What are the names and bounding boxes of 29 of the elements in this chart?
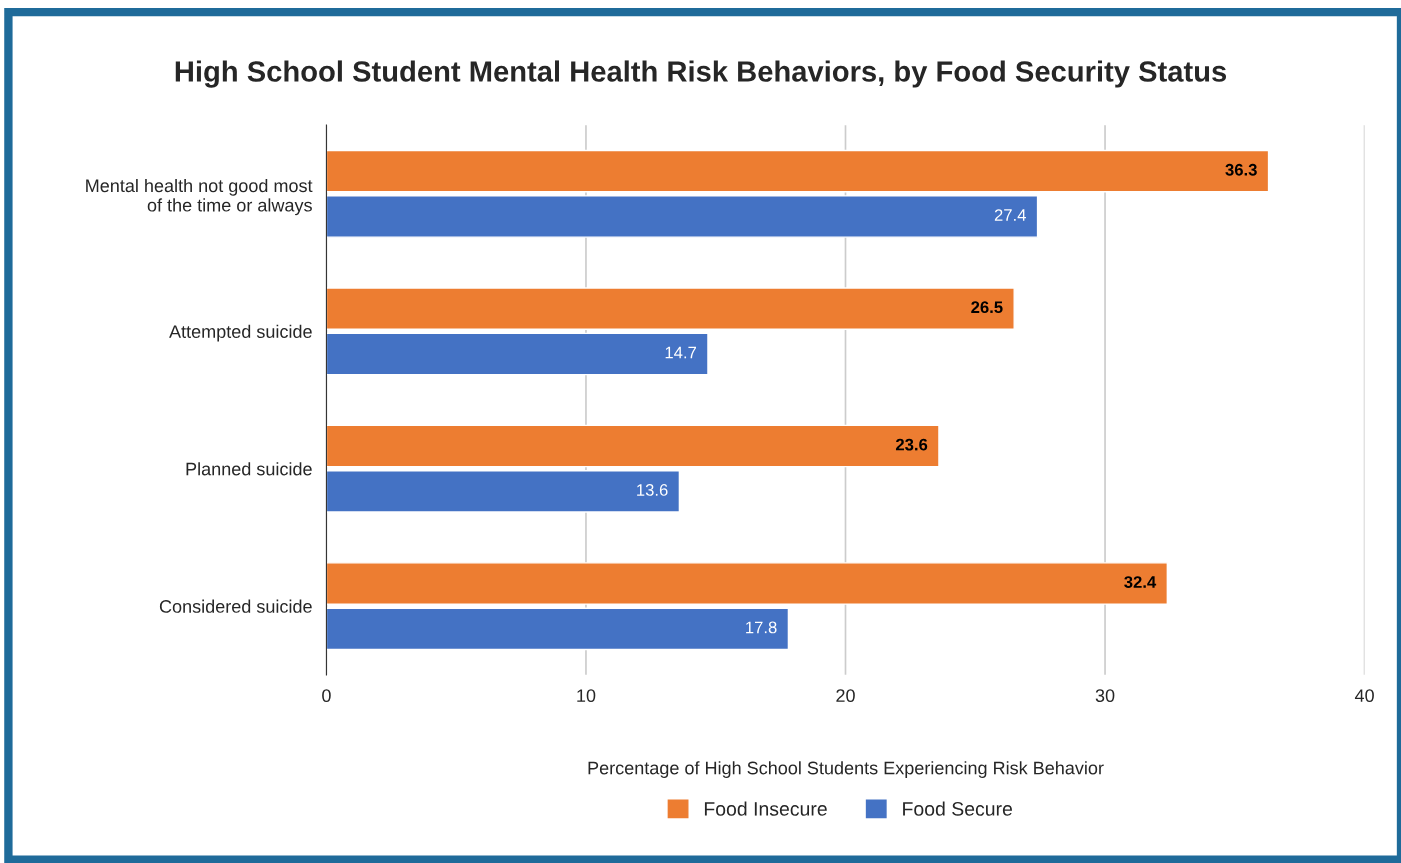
chart-title: High School Student Mental Health Risk Behaviors, by Food Security Status bbox=[175, 60, 1227, 88]
data-label: 14.7 bbox=[665, 346, 697, 359]
bar bbox=[326, 287, 1015, 330]
y-tick-label: Considered suicide bbox=[159, 599, 312, 613]
x-tick-label: 40 bbox=[1354, 689, 1374, 703]
x-tick-label: 0 bbox=[322, 689, 331, 703]
legend-label: Food Insecure bbox=[704, 801, 827, 816]
data-label: 26.5 bbox=[971, 301, 1003, 314]
legend-label: Food Secure bbox=[903, 801, 1012, 816]
x-axis-title: Percentage of High School Students Experiencing Risk Behavior bbox=[588, 761, 1104, 778]
data-label: 27.4 bbox=[994, 209, 1026, 221]
bar bbox=[326, 607, 790, 651]
data-label: 23.6 bbox=[895, 438, 928, 451]
bar bbox=[326, 149, 1270, 193]
data-label: 32.4 bbox=[1124, 576, 1157, 588]
x-tick-label: 20 bbox=[836, 689, 855, 703]
x-tick-label: 10 bbox=[577, 689, 596, 703]
bar bbox=[326, 332, 709, 376]
bar bbox=[326, 424, 940, 468]
y-tick-label: Mental health not good most of the time or always bbox=[86, 178, 313, 216]
data-label: 17.8 bbox=[746, 621, 777, 634]
y-tick-label: Attempted suicide bbox=[169, 324, 312, 342]
x-tick-label: 30 bbox=[1095, 689, 1115, 703]
data-label: 13.6 bbox=[637, 484, 668, 496]
bar bbox=[326, 195, 1039, 238]
bar bbox=[326, 562, 1169, 605]
y-tick-label: Planned suicide bbox=[186, 462, 312, 476]
bar bbox=[326, 470, 681, 513]
data-label: 36.3 bbox=[1225, 163, 1257, 176]
